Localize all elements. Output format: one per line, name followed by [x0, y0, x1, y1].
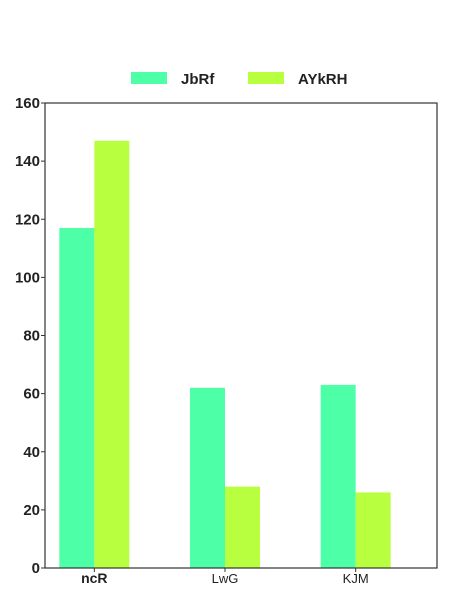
legend-swatch-JbRf	[131, 72, 167, 84]
y-tick-label: 160	[15, 95, 40, 112]
bar-AYkRH-LwG	[225, 487, 260, 568]
y-tick-label: 60	[23, 386, 40, 403]
bar-JbRf-KJM	[321, 385, 356, 568]
y-tick-label: 140	[15, 153, 40, 170]
y-axis-ticks: 0 20 40 60 80 100 120 140 160	[15, 95, 45, 577]
legend: JbRf AYkRH	[131, 71, 347, 88]
x-tick-label-KJM: KJM	[343, 571, 369, 586]
x-axis-ticks: ncR LwG KJM	[81, 568, 369, 586]
legend-label-AYkRH: AYkRH	[298, 71, 347, 88]
bar-AYkRH-ncR	[94, 141, 129, 568]
y-tick-label: 100	[15, 269, 40, 286]
bar-AYkRH-KJM	[356, 492, 391, 568]
bars	[59, 141, 390, 568]
bar-JbRf-LwG	[190, 388, 225, 568]
y-tick-label: 120	[15, 211, 40, 228]
legend-swatch-AYkRH	[248, 72, 284, 84]
bar-JbRf-ncR	[59, 228, 94, 568]
y-tick-label: 20	[23, 502, 40, 519]
x-tick-label-LwG: LwG	[212, 571, 239, 586]
x-tick-label-ncR: ncR	[81, 570, 107, 586]
y-tick-label: 80	[23, 328, 40, 345]
legend-label-JbRf: JbRf	[181, 71, 215, 88]
y-tick-label: 0	[32, 560, 40, 577]
y-tick-label: 40	[23, 444, 40, 461]
